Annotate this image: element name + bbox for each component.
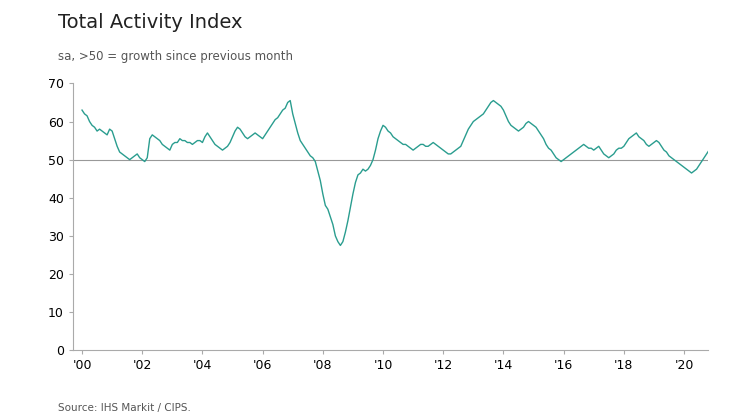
Text: Total Activity Index: Total Activity Index: [58, 13, 243, 32]
Text: Source: IHS Markit / CIPS.: Source: IHS Markit / CIPS.: [58, 403, 191, 413]
Text: sa, >50 = growth since previous month: sa, >50 = growth since previous month: [58, 50, 293, 63]
